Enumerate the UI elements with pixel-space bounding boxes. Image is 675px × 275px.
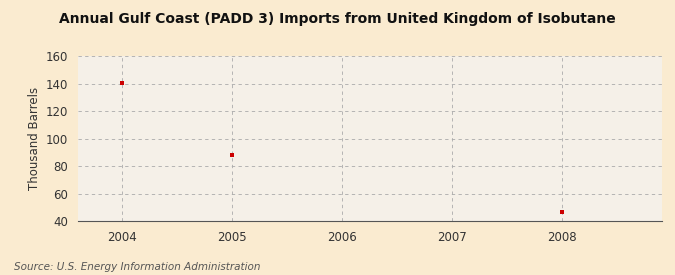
Y-axis label: Thousand Barrels: Thousand Barrels [28,87,41,190]
Text: Annual Gulf Coast (PADD 3) Imports from United Kingdom of Isobutane: Annual Gulf Coast (PADD 3) Imports from … [59,12,616,26]
Text: Source: U.S. Energy Information Administration: Source: U.S. Energy Information Administ… [14,262,260,272]
